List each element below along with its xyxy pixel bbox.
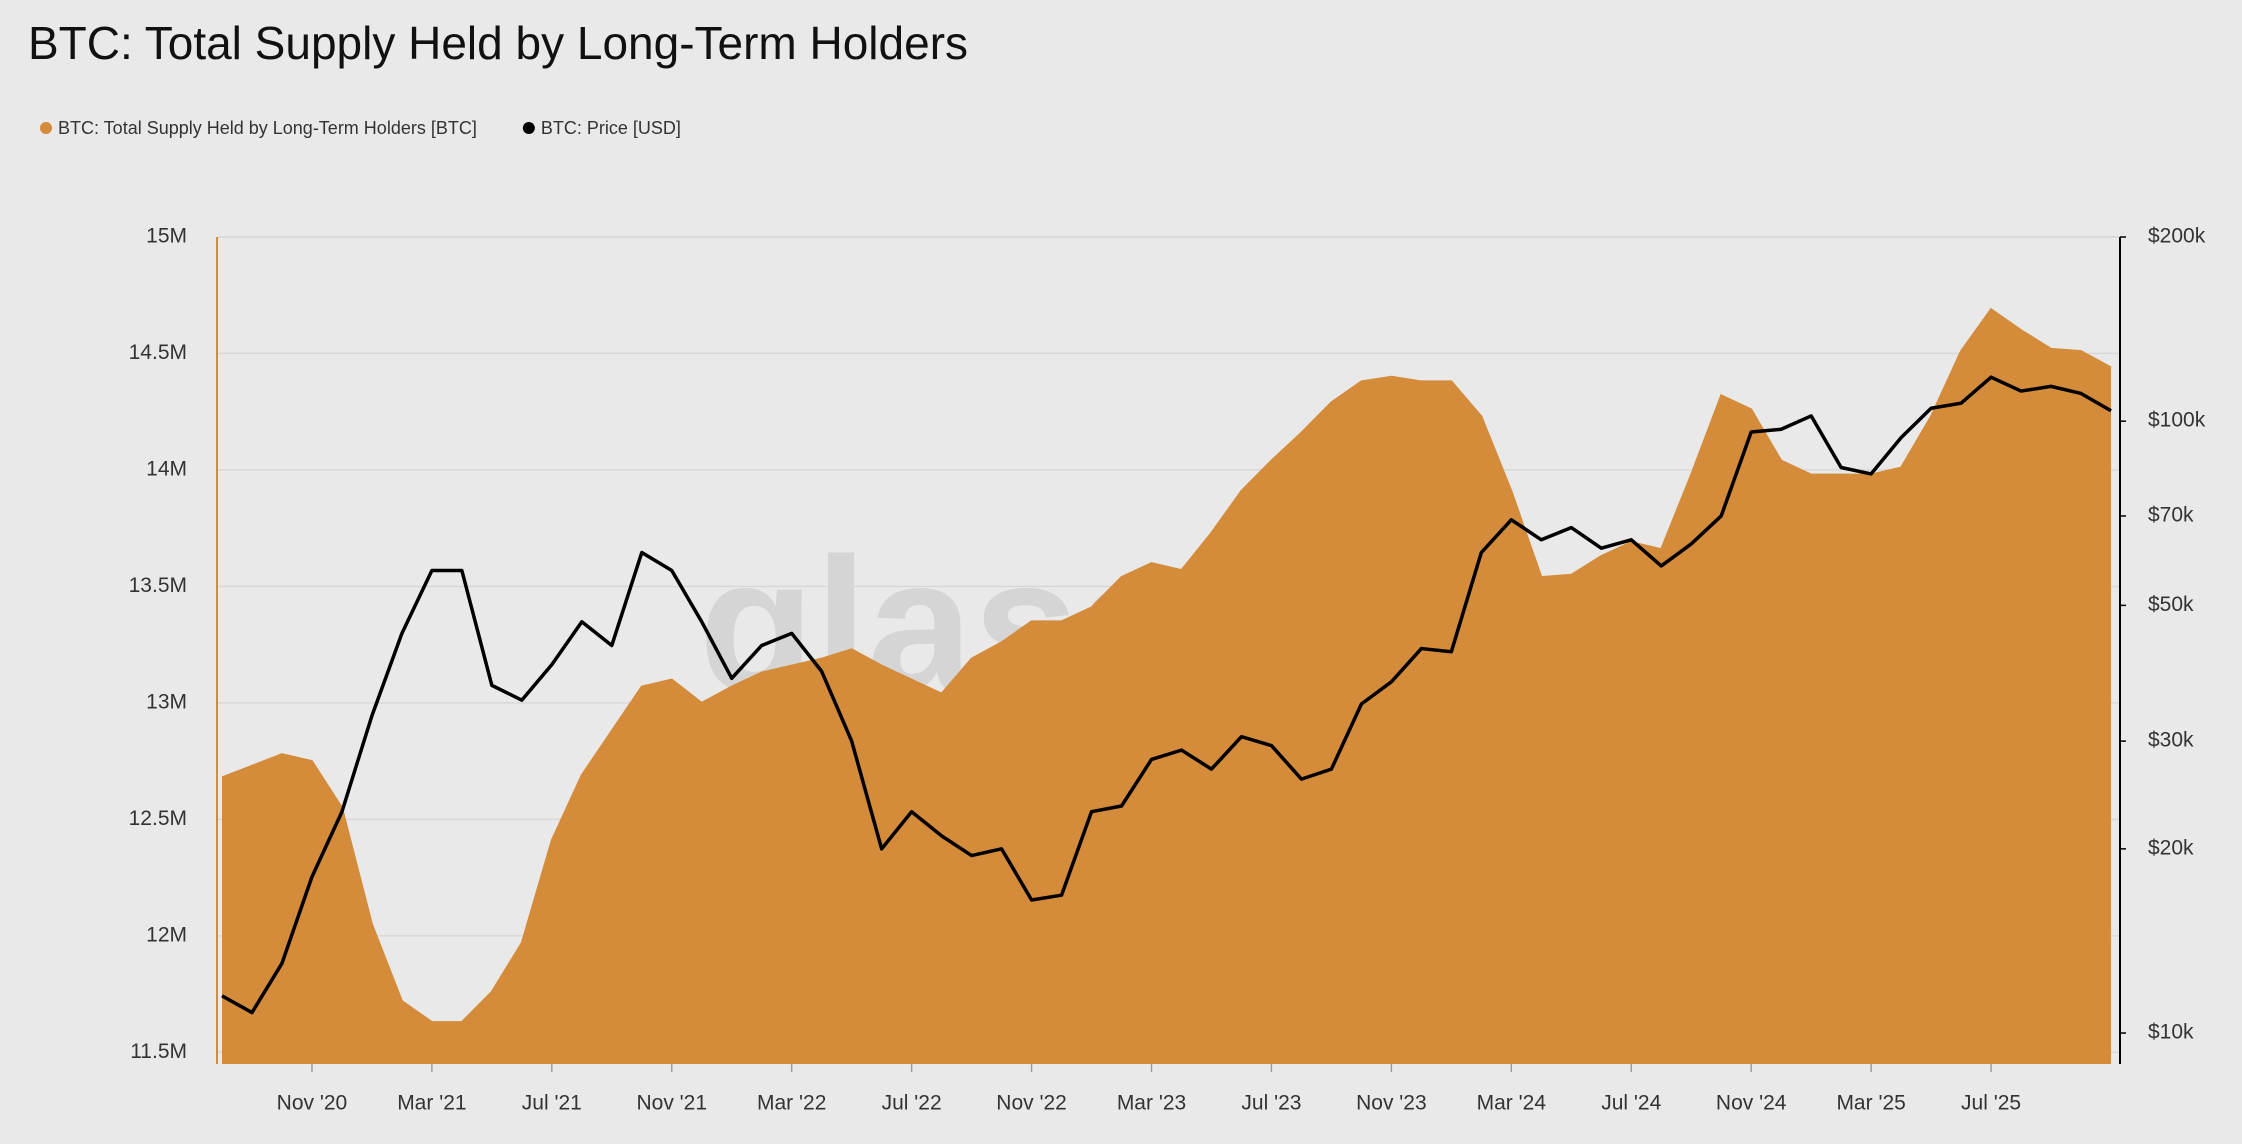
legend-marker [522, 122, 535, 134]
x-tick-label: Nov '20 [277, 1092, 348, 1115]
y-tick-label: 14M [146, 458, 187, 481]
x-tick-label: Mar '24 [1477, 1092, 1547, 1115]
chart-title: BTC: Total Supply Held by Long-Term Hold… [28, 17, 968, 69]
legend-label: BTC: Total Supply Held by Long-Term Hold… [58, 118, 477, 138]
y-tick-label: 15M [146, 225, 187, 248]
x-tick-label: Jul '23 [1241, 1092, 1301, 1115]
legend-label: BTC: Price [USD] [541, 118, 681, 138]
x-tick-label: Mar '25 [1836, 1092, 1905, 1115]
x-tick-label: Nov '22 [996, 1092, 1067, 1115]
x-tick-label: Jul '25 [1961, 1092, 2021, 1115]
y-tick-label: 14.5M [129, 341, 187, 364]
y2-tick-label: $50k [2148, 593, 2194, 616]
x-tick-label: Jul '22 [882, 1092, 942, 1115]
y2-tick-label: $200k [2148, 225, 2206, 248]
price-line [221, 375, 2112, 1015]
x-tick-label: Jul '24 [1601, 1092, 1661, 1115]
y2-tick-label: $30k [2148, 729, 2194, 752]
y2-tick-label: $10k [2148, 1021, 2194, 1044]
area-edge [221, 307, 2112, 1024]
y2-tick-label: $100k [2148, 409, 2206, 432]
y2-tick-label: $70k [2148, 504, 2194, 527]
area-fill [222, 309, 2111, 1064]
x-tick-label: Nov '23 [1356, 1092, 1427, 1115]
y2-tick-label: $20k [2148, 836, 2194, 859]
x-tick-label: Mar '21 [397, 1092, 466, 1115]
x-tick-label: Mar '23 [1117, 1092, 1186, 1115]
y-tick-label: 11.5M [130, 1040, 187, 1063]
x-tick-label: Mar '22 [757, 1092, 826, 1115]
y-tick-label: 12.5M [129, 807, 187, 830]
y-tick-label: 13M [146, 690, 187, 713]
x-tick-label: Nov '24 [1716, 1092, 1787, 1115]
x-tick-label: Nov '21 [636, 1092, 707, 1115]
legend-marker [40, 122, 52, 134]
x-tick-label: Jul '21 [522, 1092, 582, 1115]
y-tick-label: 12M [146, 923, 187, 946]
y-tick-label: 13.5M [129, 574, 187, 597]
